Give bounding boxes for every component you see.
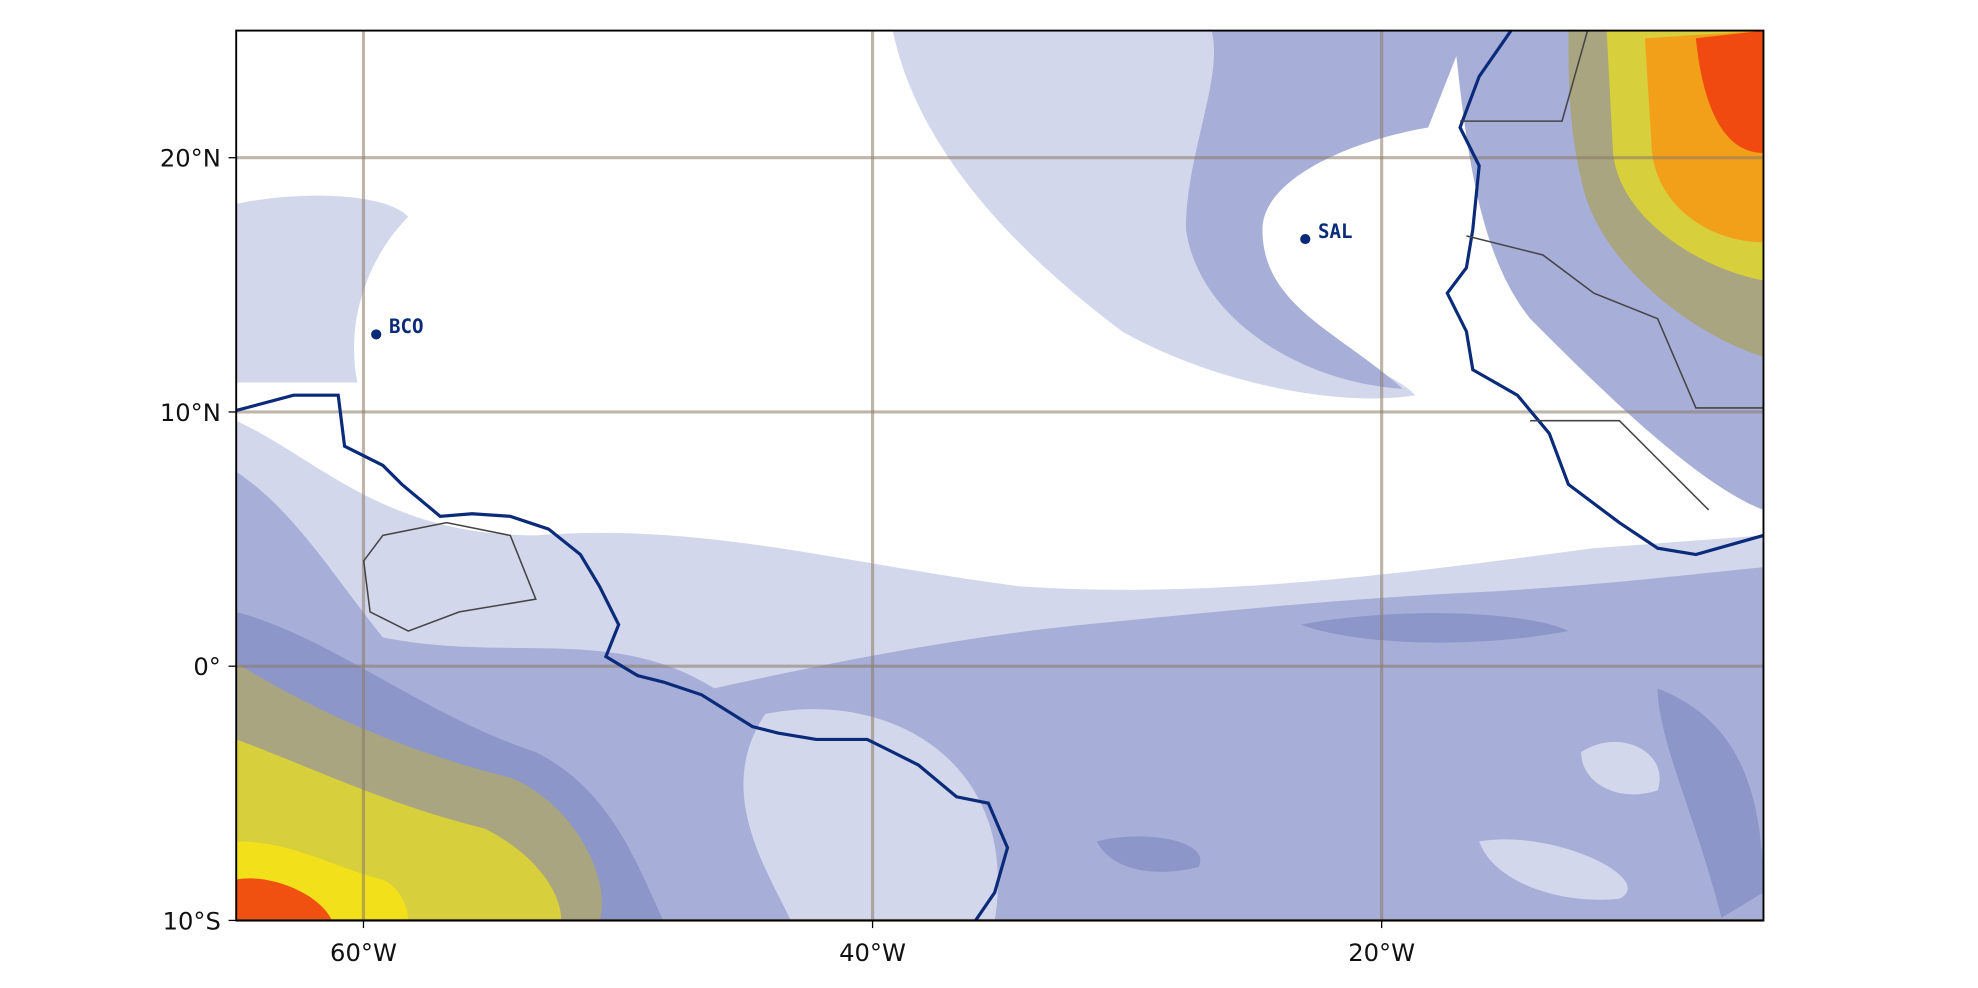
field-mid bbox=[1185, 30, 1467, 389]
field-dark bbox=[1300, 613, 1569, 643]
field-light bbox=[1581, 741, 1660, 795]
field bbox=[236, 30, 1764, 921]
field-red bbox=[1695, 30, 1764, 153]
station-label: BCO bbox=[389, 315, 424, 338]
x-tick-label: 20°W bbox=[1348, 939, 1415, 967]
border bbox=[362, 30, 1764, 632]
ticks: 60°W 40°W 20°W 20°N 10°N 0° 10°S bbox=[160, 145, 1415, 968]
field-light bbox=[1479, 839, 1628, 900]
station-marker bbox=[371, 329, 382, 340]
field-dark bbox=[1096, 836, 1201, 872]
coastline bbox=[236, 393, 1010, 921]
stations: BCO SAL bbox=[371, 220, 1353, 340]
coastlines bbox=[236, 30, 1764, 921]
field-light bbox=[236, 195, 409, 383]
station-label: SAL bbox=[1318, 220, 1353, 243]
coastline bbox=[1445, 30, 1764, 557]
field-red bbox=[236, 878, 332, 921]
field-dark bbox=[1657, 688, 1764, 918]
map-frame bbox=[235, 29, 1765, 922]
field-light bbox=[743, 709, 999, 921]
y-tick-label: 10°S bbox=[163, 907, 221, 935]
y-tick-label: 20°N bbox=[160, 145, 221, 173]
station-marker bbox=[1300, 233, 1311, 245]
y-tick-label: 10°N bbox=[160, 399, 221, 427]
x-tick-label: 60°W bbox=[330, 939, 397, 967]
y-tick-label: 0° bbox=[193, 653, 221, 681]
x-tick-label: 40°W bbox=[839, 939, 906, 967]
